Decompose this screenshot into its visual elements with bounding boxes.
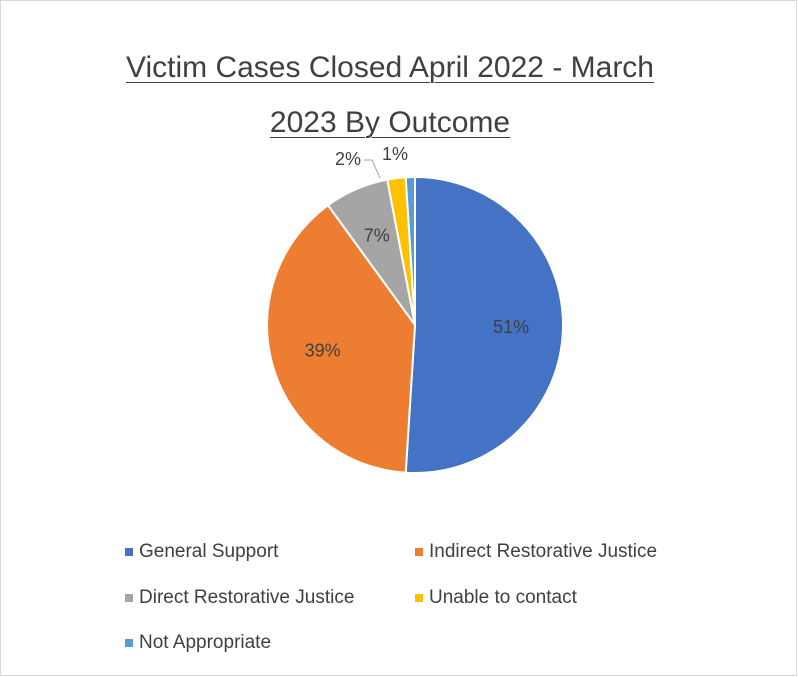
data-label: 2%	[335, 149, 361, 169]
pie-slice	[404, 175, 564, 474]
legend-label: General Support	[139, 541, 279, 562]
leader-line	[364, 159, 381, 179]
legend-swatch	[125, 594, 133, 602]
data-label: 1%	[382, 144, 408, 164]
chart-title: Victim Cases Closed April 2022 - March 2…	[126, 51, 654, 139]
legend-swatch	[125, 548, 133, 556]
legend-swatch	[125, 639, 133, 647]
pie-slice	[266, 203, 417, 474]
legend-label: Direct Restorative Justice	[139, 587, 354, 608]
pie-slice	[404, 175, 416, 326]
legend-swatch	[415, 548, 423, 556]
legend-label: Not Appropriate	[139, 632, 271, 653]
legend-label: Indirect Restorative Justice	[429, 541, 657, 562]
data-label: 39%	[305, 341, 341, 361]
legend-swatch	[415, 594, 423, 602]
data-label: 7%	[364, 225, 390, 245]
legend-label: Unable to contact	[429, 587, 578, 608]
data-label: 51%	[493, 317, 529, 337]
